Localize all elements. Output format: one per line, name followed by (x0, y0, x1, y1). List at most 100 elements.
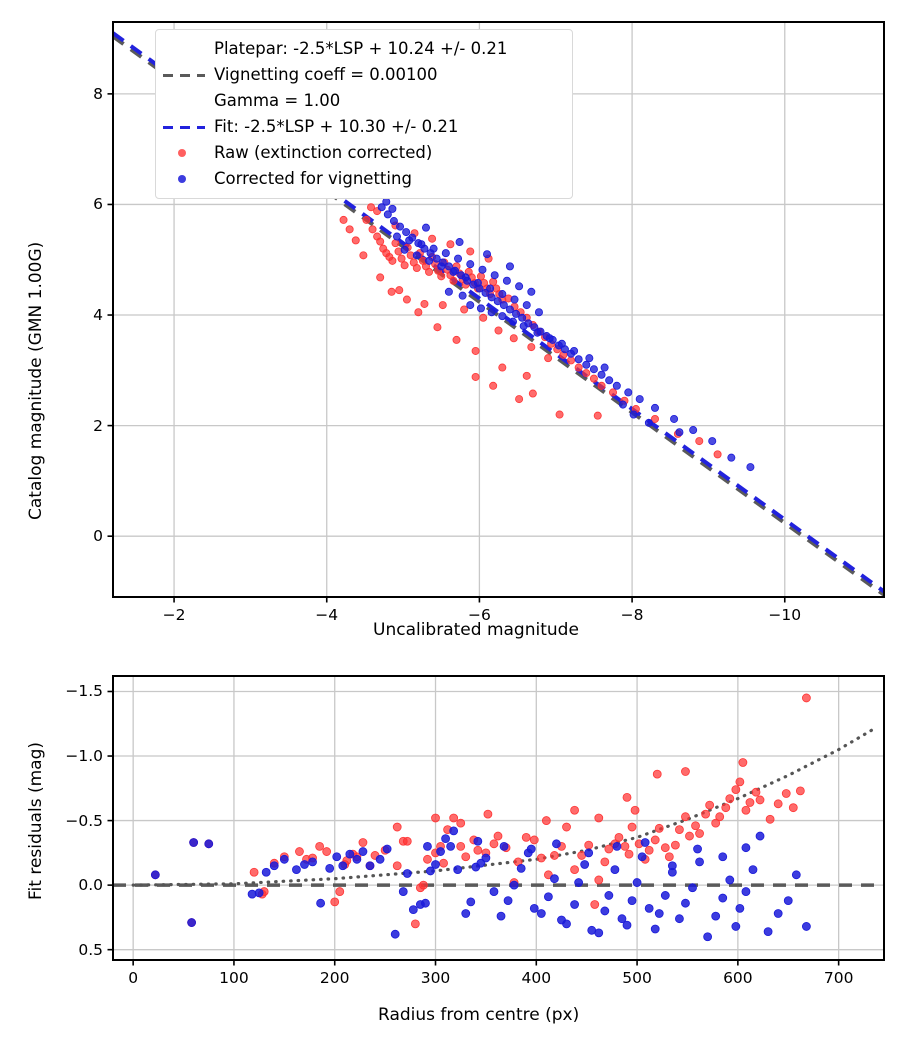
data-point (650, 403, 659, 412)
data-point (594, 928, 604, 938)
data-point (637, 852, 647, 862)
data-point (449, 826, 459, 836)
data-point (489, 887, 499, 896)
data-point (624, 849, 634, 859)
data-point (429, 244, 438, 253)
data-point (402, 836, 412, 846)
data-point (644, 903, 654, 913)
data-point (449, 267, 458, 276)
data-point (150, 870, 160, 880)
data-point (555, 410, 564, 419)
data-point (388, 204, 397, 213)
data-point (269, 861, 279, 871)
data-point (528, 389, 537, 398)
data-point (711, 911, 721, 921)
data-point (562, 822, 571, 832)
data-point (516, 863, 526, 873)
data-point (466, 301, 475, 310)
data-point (489, 381, 498, 390)
data-point (503, 896, 513, 906)
data-point (498, 312, 507, 321)
calibration-xtick-label: −10 (768, 606, 802, 624)
corrected-scatter-series (377, 197, 755, 472)
data-point (594, 875, 604, 885)
data-point (339, 215, 348, 224)
data-point (522, 371, 531, 380)
data-point (745, 798, 755, 807)
data-point (604, 844, 614, 854)
data-point (751, 787, 761, 797)
data-point (589, 374, 598, 383)
data-point (703, 932, 713, 942)
data-point (644, 845, 654, 855)
data-point (695, 857, 704, 867)
legend-entry: Corrected for vignetting (162, 166, 564, 192)
legend-dashed-blue-line-icon (162, 118, 206, 136)
data-point (204, 839, 214, 849)
data-point (640, 838, 650, 847)
data-point (396, 222, 405, 231)
data-point (189, 838, 199, 847)
data-point (650, 414, 659, 423)
data-point (550, 851, 559, 860)
data-point (727, 453, 736, 462)
data-point (529, 835, 539, 845)
legend-blue-dot-icon (162, 170, 206, 188)
vignetting-model-curve (131, 727, 876, 887)
data-point (545, 334, 554, 343)
calibration-ytick-label: 4 (93, 306, 103, 325)
data-point (644, 418, 653, 427)
residuals-ytick-label: −1.0 (65, 747, 103, 766)
data-point (741, 805, 751, 815)
data-point (604, 891, 614, 900)
residuals-xtick-label: 700 (823, 969, 854, 987)
data-point (392, 822, 402, 832)
data-point (490, 271, 499, 280)
data-point (718, 893, 728, 903)
data-point (412, 251, 421, 260)
data-point (590, 900, 600, 909)
data-point (795, 786, 805, 796)
data-point (441, 249, 450, 258)
legend-red-dot-icon (162, 144, 206, 162)
data-point (423, 854, 432, 864)
data-point (330, 897, 340, 907)
data-point (478, 265, 487, 274)
data-point (718, 852, 728, 862)
data-point (705, 800, 715, 810)
data-point (454, 254, 463, 263)
data-point (594, 813, 604, 823)
data-point (582, 369, 591, 378)
data-point (675, 914, 684, 924)
data-point (541, 816, 551, 825)
data-point (389, 217, 398, 226)
data-point (695, 829, 704, 838)
data-point (600, 906, 610, 916)
data-point (461, 852, 471, 862)
data-point (377, 203, 386, 212)
data-point (731, 785, 741, 794)
data-point (802, 693, 811, 703)
calibration-xtick-label: −4 (315, 606, 339, 624)
data-point (738, 758, 748, 767)
data-point (461, 909, 471, 918)
data-point (414, 308, 423, 317)
data-point (300, 860, 309, 869)
data-point (610, 865, 620, 875)
data-point (685, 831, 694, 841)
data-point (570, 900, 579, 909)
data-point (735, 903, 745, 913)
calibration-xtick-label: −6 (467, 606, 491, 624)
data-point (408, 905, 418, 915)
legend-entry: Gamma = 1.00 (162, 88, 564, 114)
data-point (420, 299, 429, 308)
data-point (620, 842, 630, 851)
data-point (650, 924, 660, 934)
residuals-y-axis-label: Fit residuals (mag) (26, 742, 46, 900)
residuals-ytick-label: −1.5 (65, 682, 103, 701)
data-point (487, 308, 496, 317)
residuals-xtick-label: 500 (622, 969, 652, 987)
data-point (387, 287, 396, 296)
residuals-frame (112, 675, 885, 961)
data-point (570, 346, 579, 355)
